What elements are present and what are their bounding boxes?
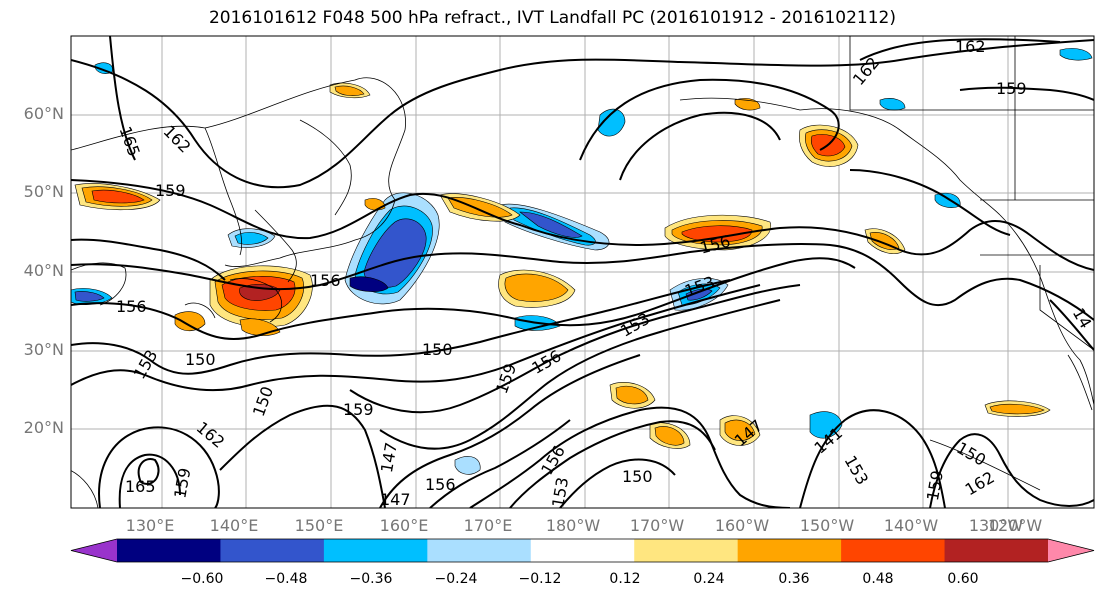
- lon-label: 140°W: [883, 516, 939, 535]
- neg-anomaly-patch: [349, 276, 389, 292]
- lat-label: 60°N: [23, 104, 64, 123]
- colorbar-bin: [220, 539, 325, 562]
- pos-anomaly-patch: [654, 426, 685, 446]
- contour-label: 156: [425, 475, 456, 494]
- map-frame: [70, 35, 1095, 509]
- colorbar-tick-label: −0.36: [349, 571, 393, 587]
- map-title: 2016101612 F048 500 hPa refract., IVT La…: [208, 8, 896, 28]
- pos-anomaly-patch: [91, 189, 145, 204]
- neg-anomaly-patch: [597, 108, 626, 137]
- lon-label: 170°W: [629, 516, 685, 535]
- neg-anomaly-patch: [363, 218, 427, 288]
- pos-anomaly-patch: [724, 419, 756, 441]
- contour-label: 147: [380, 490, 411, 509]
- colorbar-bin: [323, 539, 428, 562]
- contour-label: 159: [155, 181, 186, 200]
- colorbar-bin: [530, 539, 635, 562]
- colorbar-tick-label: −0.24: [434, 571, 478, 587]
- colorbar-bin: [427, 539, 532, 562]
- refractivity-contours: [71, 36, 1094, 508]
- neg-anomaly-patch: [1059, 48, 1093, 61]
- colorbar-bin: [841, 539, 946, 562]
- lon-label: 180°W: [545, 516, 601, 535]
- contour-label: 156: [116, 297, 147, 316]
- contour-label: 150: [622, 467, 653, 486]
- lon-label: 150°E: [294, 516, 344, 535]
- lon-label: 140°E: [209, 516, 259, 535]
- pos-anomaly-patch: [989, 403, 1045, 415]
- lat-label: 50°N: [23, 182, 64, 201]
- contour-label: 162: [955, 37, 986, 56]
- contour-label: 159: [996, 79, 1027, 98]
- contour-label: 156: [310, 271, 341, 290]
- colorbar-tick-label: −0.48: [264, 571, 308, 587]
- lon-label: 150°W: [799, 516, 855, 535]
- lon-label: 130°W: [968, 516, 1024, 535]
- pos-anomaly-patch: [615, 385, 649, 405]
- lon-label: 130°E: [125, 516, 175, 535]
- pos-anomaly-patch: [174, 311, 206, 332]
- lon-label: 160°E: [379, 516, 429, 535]
- lat-label: 20°N: [23, 418, 64, 437]
- colorbar-tick-label: −0.60: [180, 571, 224, 587]
- colorbar-tick-label: −0.12: [518, 571, 562, 587]
- colorbar-tick-label: 0.60: [947, 571, 979, 587]
- contour-label: 150: [185, 350, 216, 369]
- colorbar-bin: [117, 539, 221, 562]
- shaded-anomalies: [71, 48, 1093, 475]
- neg-anomaly-patch: [685, 288, 713, 301]
- neg-anomaly-patch: [454, 456, 481, 475]
- colorbar-bin: [634, 539, 739, 562]
- colorbar-outline: [70, 538, 1095, 563]
- lat-label: 40°N: [23, 261, 64, 280]
- colorbar-extend-min: [71, 539, 117, 562]
- colorbar-tick-label: 0.36: [778, 571, 810, 587]
- contour-label: 150: [422, 340, 453, 359]
- neg-anomaly-patch: [74, 291, 105, 302]
- contour-label: 159: [343, 400, 374, 419]
- coastlines: [71, 36, 1094, 508]
- colorbar-extend-max: [1048, 539, 1094, 562]
- pos-anomaly-patch: [334, 85, 365, 96]
- neg-anomaly-patch: [234, 232, 269, 245]
- lat-label: 30°N: [23, 340, 64, 359]
- colorbar-bin: [944, 539, 1049, 562]
- lon-label: 170°E: [463, 516, 513, 535]
- colorbar-tick-label: 0.24: [693, 571, 725, 587]
- colorbar-tick-label: 0.48: [862, 571, 894, 587]
- lon-label: 120°W: [987, 516, 1043, 535]
- neg-anomaly-patch: [879, 98, 906, 111]
- colorbar-tick-label: 0.12: [609, 571, 641, 587]
- neg-anomaly-patch: [519, 211, 583, 238]
- contour-label: 165: [125, 477, 156, 496]
- pos-anomaly-patch: [504, 273, 569, 302]
- pos-anomaly-patch: [681, 225, 753, 243]
- colorbar-bin: [737, 539, 842, 562]
- lon-label: 160°W: [714, 516, 770, 535]
